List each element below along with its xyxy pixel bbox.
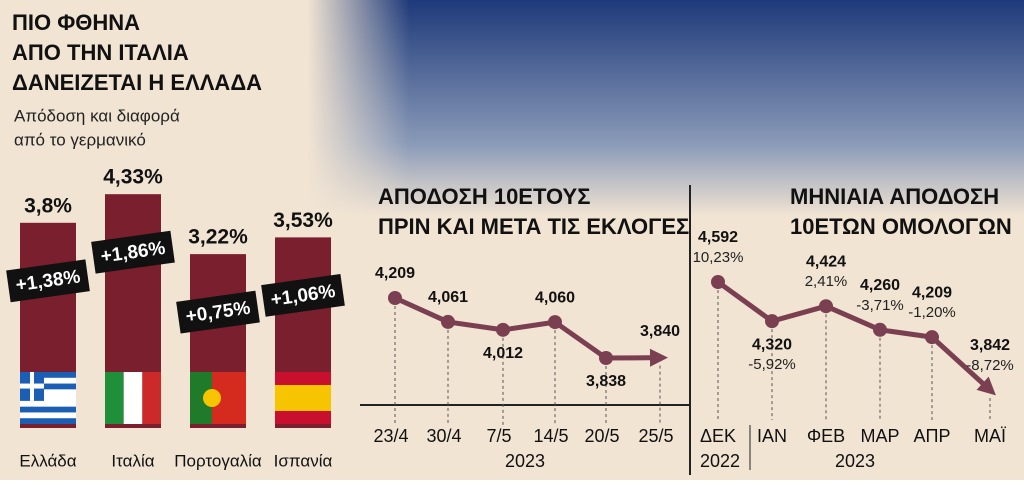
value-label: 4,060 [535,289,575,306]
x-tick-label: 20/5 [584,426,619,446]
chart-title: ΠΡΙΝ ΚΑΙ ΜΕΤΑ ΤΙΣ ΕΚΛΟΓΕΣ [378,214,689,239]
flag [20,400,76,407]
value-label: 4,592 [698,229,738,246]
point [819,299,833,314]
value-label: 4,320 [752,336,792,353]
value-label: 3,22% [188,226,248,249]
value-label: 4,33% [103,166,163,189]
chart-title: 10ΕΤΩΝ ΟΜΟΛΟΓΩΝ [790,214,1012,239]
change-label: -3,71% [856,297,904,314]
x-tick-label: ΜΑΪ [974,426,1006,446]
arrow-head [976,376,996,396]
spread-box [261,273,345,317]
x-tick-label: ΦΕΒ [807,426,845,446]
line [716,279,992,392]
x-tick-label: ΜΑΡ [860,426,899,446]
point [925,330,939,345]
value-label: 4,209 [375,265,415,282]
flag [123,372,143,424]
flag [20,389,76,396]
x-tick-label: 25/5 [638,426,673,446]
point [496,322,510,337]
flag [142,372,161,424]
spread-label: +1,06% [261,273,345,317]
x-tick-label: ΙΑΝ [757,426,787,446]
spread-label: +1,38% [6,259,90,303]
flag [20,377,76,384]
x-axis-label: 2023 [505,451,545,471]
spread-label: +0,75% [176,290,260,334]
chart-subtitle: από το γερμανικό [14,130,146,149]
value-label: 4,424 [806,253,846,270]
flag-emblem [203,389,221,407]
flag [275,385,331,411]
spread-box [6,259,90,303]
line [393,295,661,361]
flag [20,412,76,419]
x-tick-label: ΑΠΡ [913,426,950,446]
flag [20,383,44,389]
flag [105,372,124,424]
spread-box [91,230,175,274]
value-label: 3,53% [273,209,333,232]
flag [190,372,212,424]
point [599,351,613,365]
value-label: 3,840 [640,323,680,340]
x-tick-label: 14/5 [533,426,568,446]
x-tick-label: Πορτογαλία [174,451,262,470]
value-label: 4,260 [860,277,900,294]
chart-title: ΔΑΝΕΙΖΕΤΑΙ Η ΕΛΛΑΔΑ [12,70,262,95]
value-label: 4,012 [483,345,523,362]
change-label: -1,20% [908,304,956,321]
value-label: 4,061 [428,289,468,306]
x-tick-label: ΔΕΚ [700,426,736,446]
spread-box [176,290,260,334]
x-tick-label: Ιταλία [111,451,154,470]
x-tick-label: 30/4 [426,426,461,446]
arrow-head [649,348,668,367]
chart-title: ΑΠΟ ΤΗΝ ΙΤΑΛΙΑ [12,40,189,65]
change-label: -5,92% [748,356,796,373]
x-tick-label: 7/5 [486,426,511,446]
value-label: 3,842 [970,337,1010,354]
chart-title: ΠΙΟ ΦΘΗΝΑ [12,10,140,35]
year-label: 2023 [835,451,875,471]
change-label: -8,72% [966,357,1014,374]
year-label: 2022 [700,451,740,471]
point [873,322,887,337]
change-label: 2,41% [805,273,848,290]
value-label: 4,209 [912,284,952,301]
value-label: 3,8% [24,194,72,217]
flag [275,411,331,424]
point [711,275,725,289]
point [548,315,562,330]
flag [275,372,331,385]
change-label: 10,23% [693,249,744,266]
point [765,314,779,329]
chart-title: ΑΠΟΔΟΣΗ 10ΕΤΟΥΣ [378,184,590,209]
point [441,314,455,329]
x-tick-label: Ελλάδα [19,451,76,470]
point [388,291,402,305]
chart-subtitle: Απόδοση και διαφορά [14,106,180,125]
spread-label: +1,86% [91,230,175,274]
chart-title: ΜΗΝΙΑΙΑ ΑΠΟΔΟΣΗ [790,184,999,209]
x-tick-label: 23/4 [373,426,408,446]
x-tick-label: Ισπανία [274,451,333,470]
value-label: 3,838 [586,373,626,390]
